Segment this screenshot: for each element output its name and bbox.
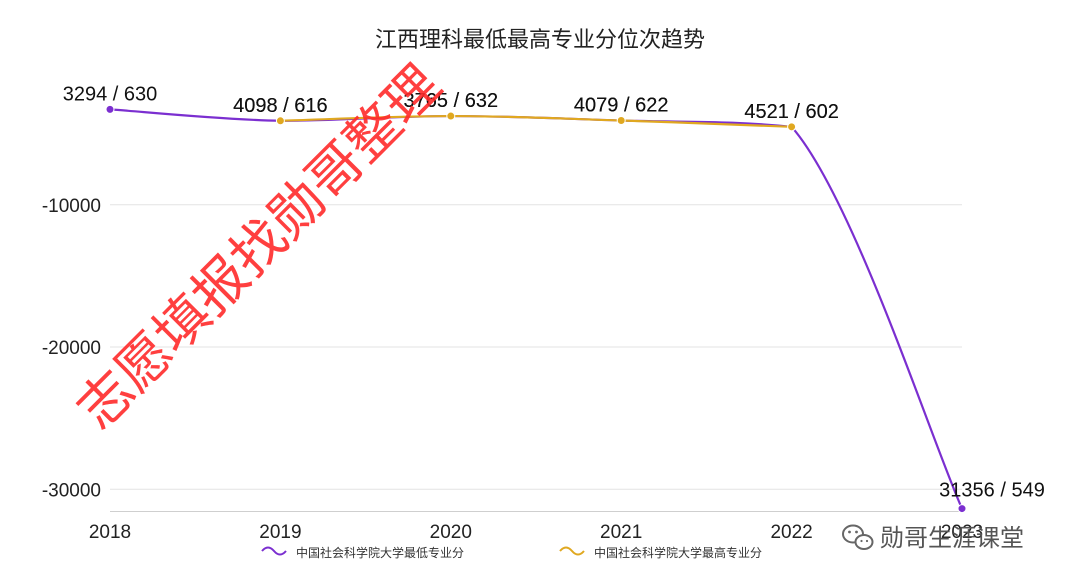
y-tick-label: -20000 [42, 338, 101, 359]
series-line [280, 114, 792, 128]
x-tick-label: 2022 [770, 522, 812, 543]
data-label: 3765 / 632 [404, 90, 499, 112]
grid [110, 204, 962, 512]
data-label: 3765 / 632 [404, 90, 499, 112]
data-label: 4521 / 602 [744, 101, 839, 123]
y-tick-label: -10000 [42, 196, 101, 217]
data-label: 31356 / 549 [939, 480, 1045, 502]
chart-title: 江西理科最低最高专业分位次趋势 [375, 28, 705, 53]
data-label: 3294 / 630 [63, 83, 158, 105]
data-label: 4098 / 616 [233, 95, 328, 117]
wechat-icon [842, 524, 874, 550]
legend-swatch [261, 546, 287, 556]
x-tick-label: 2020 [430, 522, 472, 543]
data-point[interactable] [787, 122, 797, 132]
x-tick-label: 2018 [89, 522, 131, 543]
data-label: 4521 / 602 [744, 101, 839, 123]
data-point[interactable] [105, 104, 115, 114]
legend[interactable]: 中国社会科学院大学最低专业分 中国社会科学院大学最高专业分 [261, 545, 762, 560]
x-tick-label: 2019 [259, 522, 301, 543]
data-point[interactable] [957, 504, 967, 514]
data-label: 4098 / 616 [233, 95, 328, 117]
brand-text: 勋哥生涯课堂 [880, 524, 1024, 552]
data-label: 4079 / 622 [574, 95, 669, 117]
x-axis: 2018 2019 2020 2021 2022 2023 [89, 522, 983, 543]
data-labels: 3294 / 630 4098 / 616 3765 / 632 4079 / 622… [63, 83, 1045, 501]
data-point[interactable] [275, 116, 285, 126]
legend-label[interactable]: 中国社会科学院大学最高专业分 [594, 545, 762, 560]
brand: 勋哥生涯课堂 [842, 524, 1024, 552]
legend-label[interactable]: 中国社会科学院大学最低专业分 [296, 545, 464, 560]
series-layer [105, 104, 967, 514]
legend-swatch [559, 546, 585, 556]
y-tick-label: -30000 [42, 480, 101, 501]
x-tick-label: 2021 [600, 522, 642, 543]
data-point[interactable] [446, 111, 456, 121]
x-tick-label: 2023 [941, 522, 983, 543]
data-point[interactable] [616, 116, 626, 126]
y-axis: -10000 -20000 -30000 [42, 196, 101, 502]
data-label: 4079 / 622 [574, 95, 669, 117]
